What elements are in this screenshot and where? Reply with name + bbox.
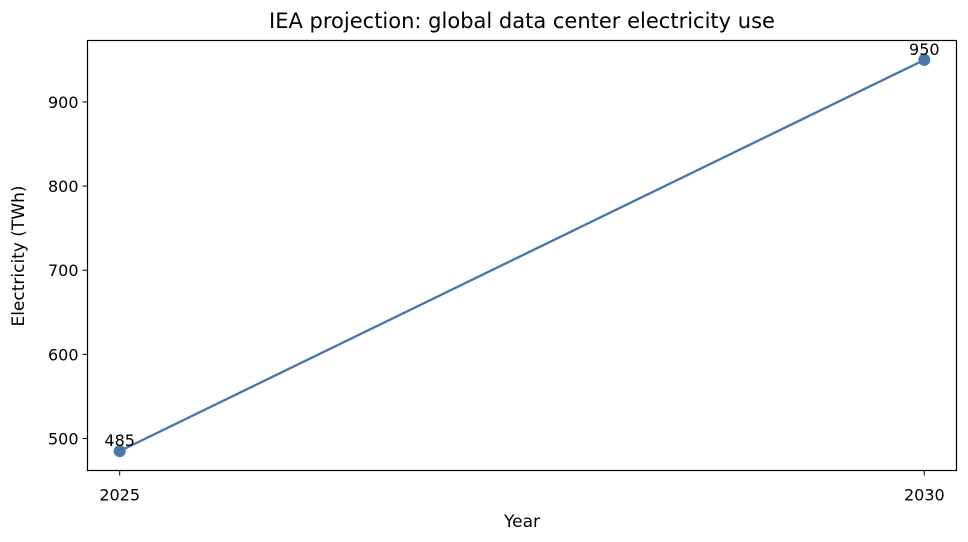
chart-title: IEA projection: global data center elect… — [269, 9, 775, 33]
plot-area-frame — [86, 39, 958, 472]
data-label: 485 — [104, 431, 135, 450]
y-axis: 500 600 700 800 900 — [48, 93, 88, 449]
data-point — [918, 53, 931, 66]
x-axis-label: Year — [503, 512, 540, 532]
y-tick-label: 800 — [48, 177, 79, 196]
series-line — [119, 58, 925, 453]
x-axis: 2025 2030 — [99, 470, 945, 505]
y-tick-label: 500 — [48, 430, 79, 449]
x-tick-label: 2030 — [904, 486, 945, 505]
y-tick-label: 900 — [48, 93, 79, 112]
y-tick-label: 600 — [48, 345, 79, 364]
y-tick-label: 700 — [48, 261, 79, 280]
y-axis-label: Electricity (TWh) — [9, 185, 29, 326]
x-tick-label: 2025 — [99, 486, 140, 505]
series-layer: 485 950 — [104, 40, 940, 458]
data-label: 950 — [909, 40, 940, 59]
data-point — [113, 445, 126, 458]
